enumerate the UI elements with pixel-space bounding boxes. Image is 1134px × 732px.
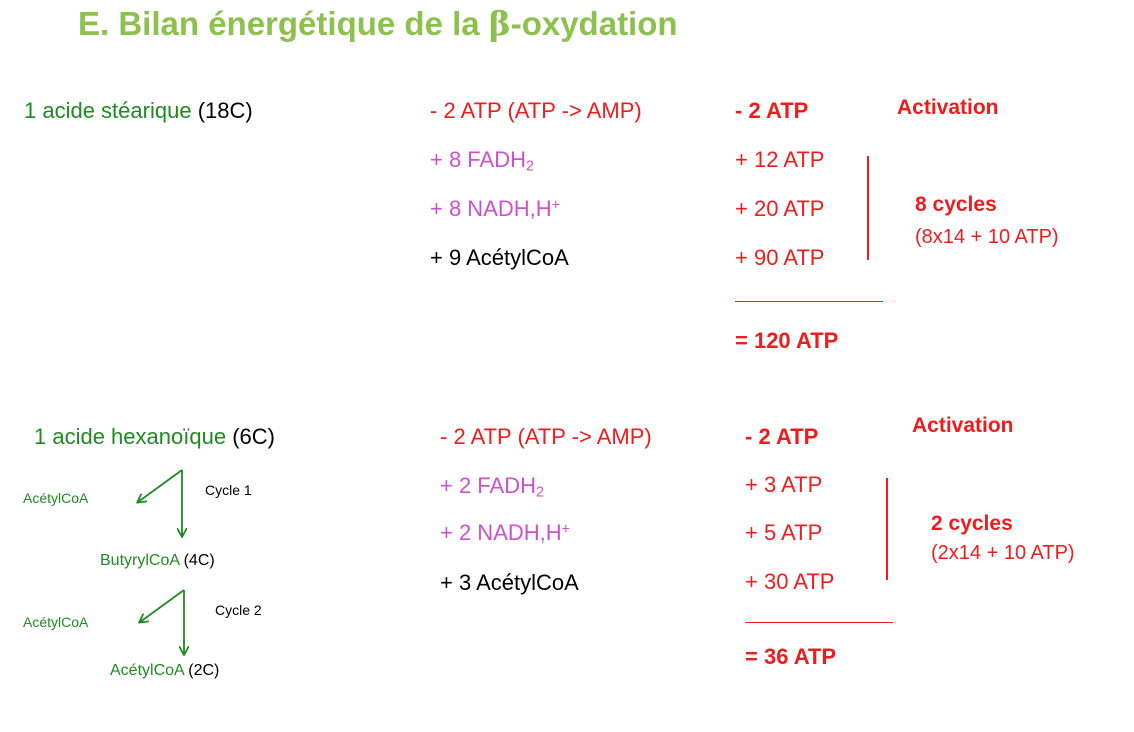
hexanoic-acid-label: 1 acide hexanoïque (6C) — [34, 424, 275, 449]
s1-sum-line — [735, 301, 883, 302]
s1-atp-nadh: + 20 ATP — [735, 196, 825, 221]
s2-activation-cost: - 2 ATP (ATP -> AMP) — [440, 424, 652, 449]
s2-cycles-formula: (2x14 + 10 ATP) — [931, 542, 1075, 564]
s1-cycles-label: 8 cycles — [915, 193, 997, 216]
s1-atp-acetyl: + 90 ATP — [735, 245, 825, 270]
diagram-cycle-1: Cycle 1 — [205, 482, 252, 498]
s1-atp-activation: - 2 ATP — [735, 98, 809, 123]
diagram-acetylcoa-2: AcétylCoA — [23, 614, 89, 630]
s1-activation-label: Activation — [897, 96, 999, 119]
diagram-cycle-2: Cycle 2 — [215, 602, 262, 618]
s1-atp-fadh2: + 12 ATP — [735, 147, 825, 172]
stearic-acid-label: 1 acide stéarique (18C) — [24, 98, 253, 123]
s2-sum-line — [745, 622, 893, 623]
s2-activation-label: Activation — [912, 414, 1014, 437]
s1-nadh: + 8 NADH,H+ — [430, 196, 561, 221]
s2-atp-fadh2: + 3 ATP — [745, 472, 823, 497]
cycle2-arrow-acetyl — [140, 589, 185, 622]
s1-total: = 120 ATP — [735, 328, 839, 353]
s2-nadh: + 2 NADH,H+ — [440, 520, 571, 545]
page-title: E. Bilan énergétique de la β-oxydation — [78, 4, 678, 43]
s1-acetylcoa: + 9 AcétylCoA — [430, 245, 569, 270]
s2-cycles-label: 2 cycles — [931, 512, 1013, 535]
s2-acetylcoa: + 3 AcétylCoA — [440, 570, 579, 595]
s2-fadh2: + 2 FADH2 — [440, 473, 544, 501]
s2-cycles-bracket — [886, 478, 888, 580]
s2-total: = 36 ATP — [745, 644, 837, 669]
cycle1-arrow-acetyl — [138, 469, 183, 502]
s1-cycles-bracket — [867, 156, 869, 260]
diagram-acetylcoa-1: AcétylCoA — [23, 490, 89, 506]
s2-atp-acetyl: + 30 ATP — [745, 569, 835, 594]
s2-atp-activation: - 2 ATP — [745, 424, 819, 449]
diagram-acetylcoa-final: AcétylCoA (2C) — [110, 662, 220, 679]
s1-cycles-formula: (8x14 + 10 ATP) — [915, 226, 1059, 248]
diagram-butyrylcoa: ButyrylCoA (4C) — [100, 552, 215, 569]
s1-fadh2: + 8 FADH2 — [430, 147, 534, 175]
s1-activation-cost: - 2 ATP (ATP -> AMP) — [430, 98, 642, 123]
s2-atp-nadh: + 5 ATP — [745, 520, 823, 545]
